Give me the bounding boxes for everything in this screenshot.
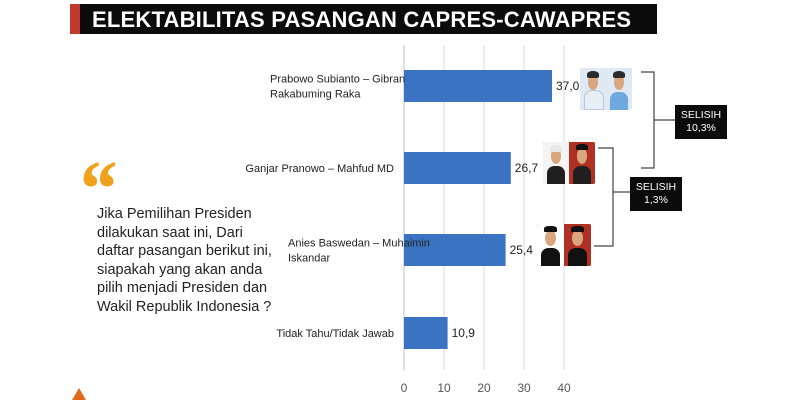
title-bar [70, 4, 657, 34]
category-label-2-0: Anies Baswedan – Muhaimin [288, 238, 430, 250]
quote-mark-icon: “ [76, 146, 116, 234]
title-accent [70, 4, 80, 34]
category-label-2-1: Iskandar [288, 253, 331, 265]
difference-bracket-1 [641, 71, 675, 169]
value-label-1: 26,7 [515, 161, 539, 175]
candidate-photo-prabowo-gibran [580, 68, 632, 110]
value-label-3: 10,9 [452, 326, 476, 340]
difference-box-1: SELISIH 10,3% [675, 105, 727, 139]
x-tick-label-1: 10 [437, 381, 451, 395]
candidate-photo-ganjar-mahfud [543, 142, 595, 184]
category-label-1-0: Ganjar Pranowo – Mahfud MD [245, 163, 394, 175]
category-label-0-0: Prabowo Subianto – Gibran [270, 74, 405, 86]
category-label-0-1: Rakabuming Raka [270, 89, 361, 101]
candidate-photo-anies-muhaimin [537, 224, 591, 266]
difference-box-1-label: SELISIH [680, 109, 722, 121]
value-label-0: 37,0 [556, 79, 580, 93]
corner-decoration [72, 388, 86, 400]
difference-box-1-value: 10,3% [686, 122, 716, 134]
page-title: ELEKTABILITAS PASANGAN CAPRES-CAWAPRES [92, 7, 632, 32]
bar-1 [404, 152, 511, 184]
bar-3 [404, 317, 448, 349]
value-label-2: 25,4 [510, 243, 534, 257]
bar-2 [404, 234, 506, 266]
category-label-3-0: Tidak Tahu/Tidak Jawab [276, 328, 394, 340]
survey-question: Jika Pemilihan Presiden dilakukan saat i… [97, 206, 272, 315]
difference-bracket-2 [594, 147, 630, 247]
x-tick-label-3: 30 [517, 381, 531, 395]
x-tick-label-4: 40 [557, 381, 571, 395]
difference-box-2: SELISIH 1,3% [630, 177, 682, 211]
difference-box-2-label: SELISIH [635, 181, 677, 193]
bar-0 [404, 70, 552, 102]
difference-box-2-value: 1,3% [644, 194, 668, 206]
x-tick-label-0: 0 [401, 381, 408, 395]
x-tick-label-2: 20 [477, 381, 491, 395]
